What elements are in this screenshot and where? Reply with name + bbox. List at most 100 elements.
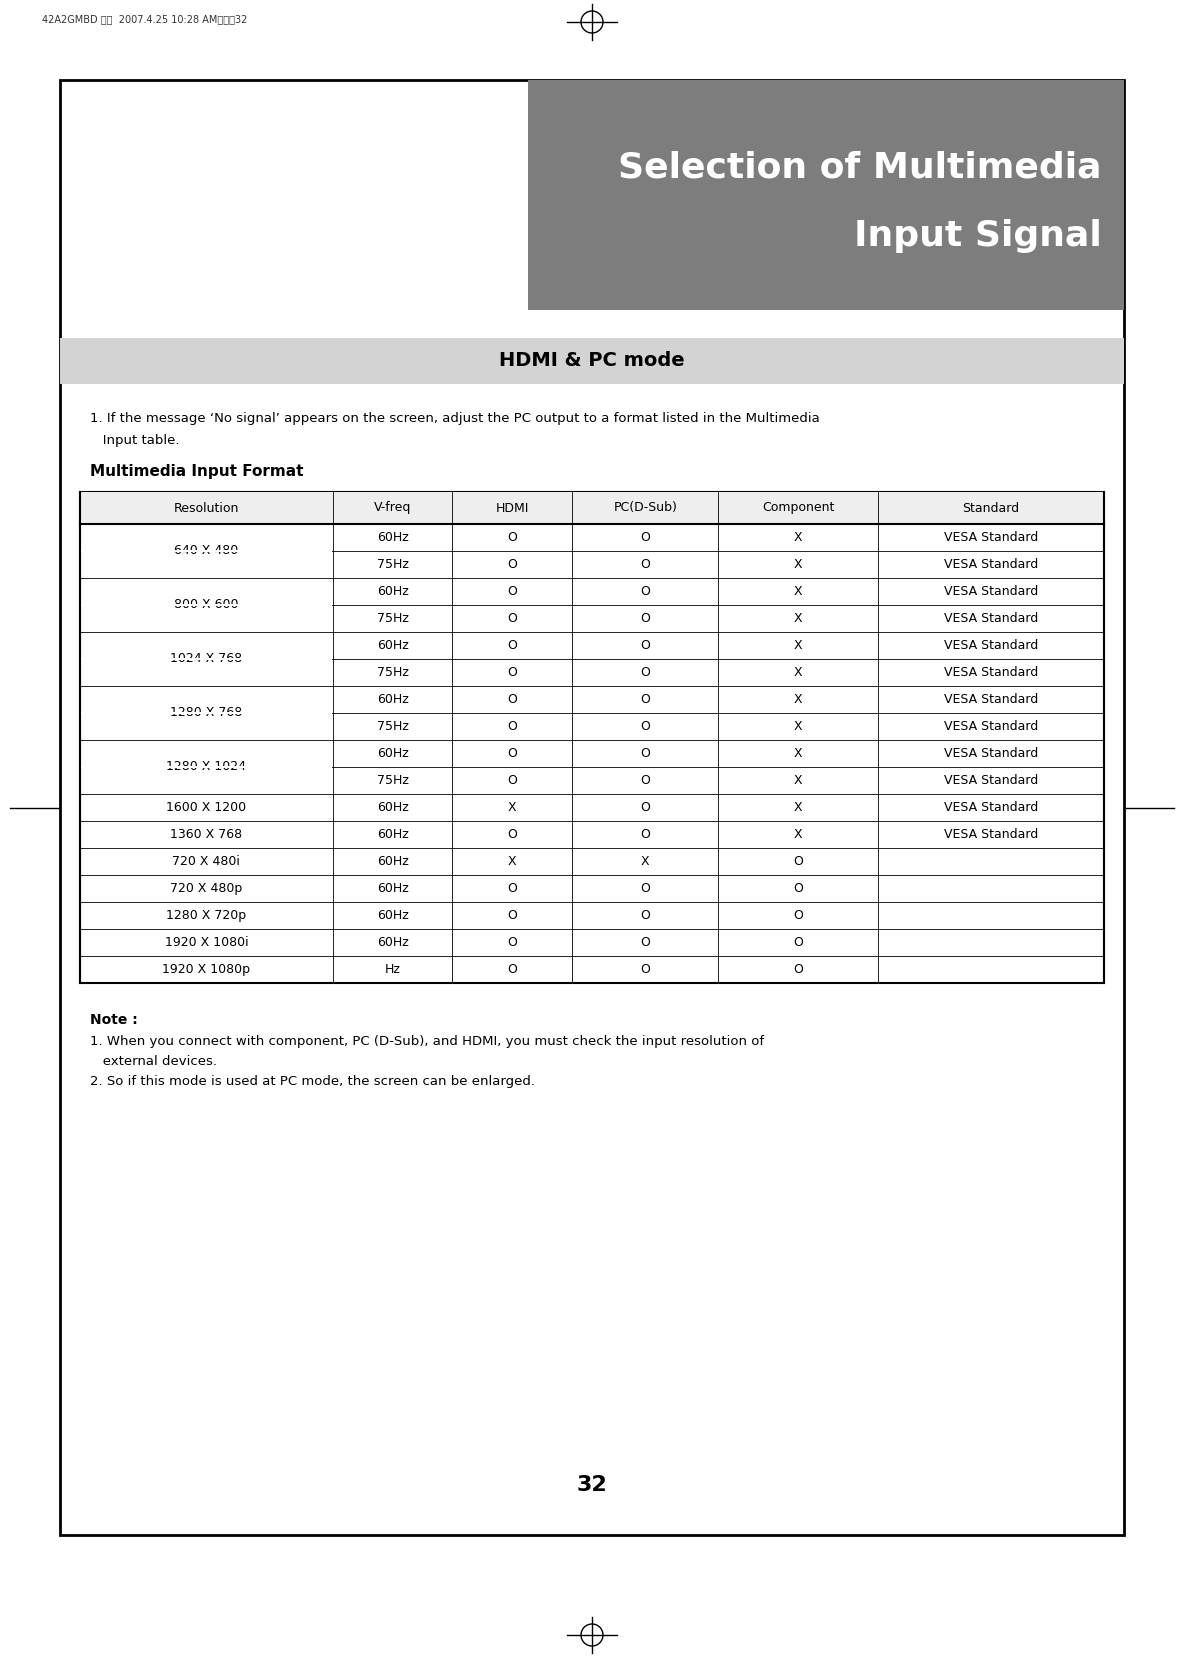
Text: X: X bbox=[508, 802, 516, 813]
Text: 60Hz: 60Hz bbox=[377, 935, 408, 949]
Text: O: O bbox=[507, 720, 517, 733]
Text: 60Hz: 60Hz bbox=[377, 746, 408, 760]
Text: X: X bbox=[793, 584, 803, 598]
Text: O: O bbox=[641, 908, 650, 922]
Text: 42A2GMBD 영어  2007.4.25 10:28 AM페이지32: 42A2GMBD 영어 2007.4.25 10:28 AM페이지32 bbox=[41, 13, 247, 23]
Text: Input table.: Input table. bbox=[90, 434, 180, 448]
Text: O: O bbox=[507, 693, 517, 706]
Text: 60Hz: 60Hz bbox=[377, 693, 408, 706]
Text: PC(D-Sub): PC(D-Sub) bbox=[613, 501, 677, 514]
Text: O: O bbox=[507, 828, 517, 842]
Text: O: O bbox=[793, 964, 803, 975]
Text: 60Hz: 60Hz bbox=[377, 828, 408, 842]
Text: 60Hz: 60Hz bbox=[377, 802, 408, 813]
Text: VESA Standard: VESA Standard bbox=[944, 720, 1038, 733]
Text: Component: Component bbox=[762, 501, 835, 514]
Text: O: O bbox=[641, 611, 650, 625]
Text: 1280 X 768: 1280 X 768 bbox=[170, 706, 243, 720]
Text: VESA Standard: VESA Standard bbox=[944, 828, 1038, 842]
Text: 720 X 480p: 720 X 480p bbox=[170, 882, 243, 895]
Text: 60Hz: 60Hz bbox=[377, 882, 408, 895]
Text: VESA Standard: VESA Standard bbox=[944, 558, 1038, 571]
Text: 1. If the message ‘No signal’ appears on the screen, adjust the PC output to a f: 1. If the message ‘No signal’ appears on… bbox=[90, 412, 819, 424]
Text: O: O bbox=[507, 908, 517, 922]
Text: Resolution: Resolution bbox=[174, 501, 239, 514]
Text: O: O bbox=[507, 882, 517, 895]
Text: O: O bbox=[507, 558, 517, 571]
Text: 32: 32 bbox=[577, 1475, 607, 1495]
Text: Multimedia Input Format: Multimedia Input Format bbox=[90, 464, 303, 479]
Text: VESA Standard: VESA Standard bbox=[944, 611, 1038, 625]
Text: VESA Standard: VESA Standard bbox=[944, 531, 1038, 544]
Text: O: O bbox=[641, 935, 650, 949]
Text: VESA Standard: VESA Standard bbox=[944, 746, 1038, 760]
Text: O: O bbox=[641, 882, 650, 895]
Text: VESA Standard: VESA Standard bbox=[944, 802, 1038, 813]
Bar bbox=[81, 711, 332, 715]
Text: X: X bbox=[793, 611, 803, 625]
Text: O: O bbox=[641, 531, 650, 544]
Text: 720 X 480i: 720 X 480i bbox=[173, 855, 240, 868]
Text: X: X bbox=[793, 828, 803, 842]
Text: 75Hz: 75Hz bbox=[377, 558, 408, 571]
Text: X: X bbox=[793, 666, 803, 680]
Text: O: O bbox=[507, 584, 517, 598]
Text: O: O bbox=[507, 935, 517, 949]
Text: VESA Standard: VESA Standard bbox=[944, 773, 1038, 787]
Text: O: O bbox=[641, 693, 650, 706]
Text: O: O bbox=[641, 640, 650, 651]
Text: 60Hz: 60Hz bbox=[377, 908, 408, 922]
Text: O: O bbox=[507, 773, 517, 787]
Text: 60Hz: 60Hz bbox=[377, 584, 408, 598]
Text: HDMI: HDMI bbox=[496, 501, 529, 514]
Text: O: O bbox=[641, 964, 650, 975]
Text: 1280 X 720p: 1280 X 720p bbox=[166, 908, 246, 922]
Bar bbox=[81, 493, 1103, 984]
Text: O: O bbox=[641, 802, 650, 813]
Bar bbox=[81, 658, 332, 660]
Text: 1280 X 1024: 1280 X 1024 bbox=[166, 760, 246, 773]
Text: O: O bbox=[641, 828, 650, 842]
Bar bbox=[81, 605, 332, 606]
Text: 2. So if this mode is used at PC mode, the screen can be enlarged.: 2. So if this mode is used at PC mode, t… bbox=[90, 1075, 535, 1087]
Text: 60Hz: 60Hz bbox=[377, 855, 408, 868]
Text: O: O bbox=[641, 746, 650, 760]
Text: 75Hz: 75Hz bbox=[377, 720, 408, 733]
Text: X: X bbox=[793, 773, 803, 787]
Text: O: O bbox=[507, 964, 517, 975]
Text: 75Hz: 75Hz bbox=[377, 611, 408, 625]
Text: 1360 X 768: 1360 X 768 bbox=[170, 828, 243, 842]
Text: O: O bbox=[507, 531, 517, 544]
Text: O: O bbox=[641, 584, 650, 598]
Bar bbox=[60, 80, 1124, 1535]
Text: O: O bbox=[793, 908, 803, 922]
Text: O: O bbox=[641, 773, 650, 787]
Text: X: X bbox=[508, 855, 516, 868]
Text: 1920 X 1080i: 1920 X 1080i bbox=[165, 935, 249, 949]
Bar bbox=[60, 337, 1124, 384]
Bar bbox=[81, 493, 1103, 524]
Text: O: O bbox=[507, 746, 517, 760]
Text: 800 X 600: 800 X 600 bbox=[174, 598, 239, 611]
Text: O: O bbox=[507, 666, 517, 680]
Bar bbox=[528, 80, 1124, 311]
Text: external devices.: external devices. bbox=[90, 1055, 217, 1069]
Text: Selection of Multimedia: Selection of Multimedia bbox=[618, 150, 1102, 184]
Text: VESA Standard: VESA Standard bbox=[944, 584, 1038, 598]
Text: VESA Standard: VESA Standard bbox=[944, 693, 1038, 706]
Text: 75Hz: 75Hz bbox=[377, 773, 408, 787]
Text: X: X bbox=[793, 693, 803, 706]
Text: O: O bbox=[641, 666, 650, 680]
Text: O: O bbox=[793, 855, 803, 868]
Text: 640 X 480: 640 X 480 bbox=[174, 544, 238, 558]
Text: X: X bbox=[793, 802, 803, 813]
Text: X: X bbox=[793, 720, 803, 733]
Text: O: O bbox=[793, 882, 803, 895]
Text: 1920 X 1080p: 1920 X 1080p bbox=[162, 964, 250, 975]
Text: 60Hz: 60Hz bbox=[377, 531, 408, 544]
Text: X: X bbox=[641, 855, 650, 868]
Text: X: X bbox=[793, 746, 803, 760]
Text: Note :: Note : bbox=[90, 1014, 137, 1027]
Text: X: X bbox=[793, 640, 803, 651]
Bar bbox=[81, 767, 332, 768]
